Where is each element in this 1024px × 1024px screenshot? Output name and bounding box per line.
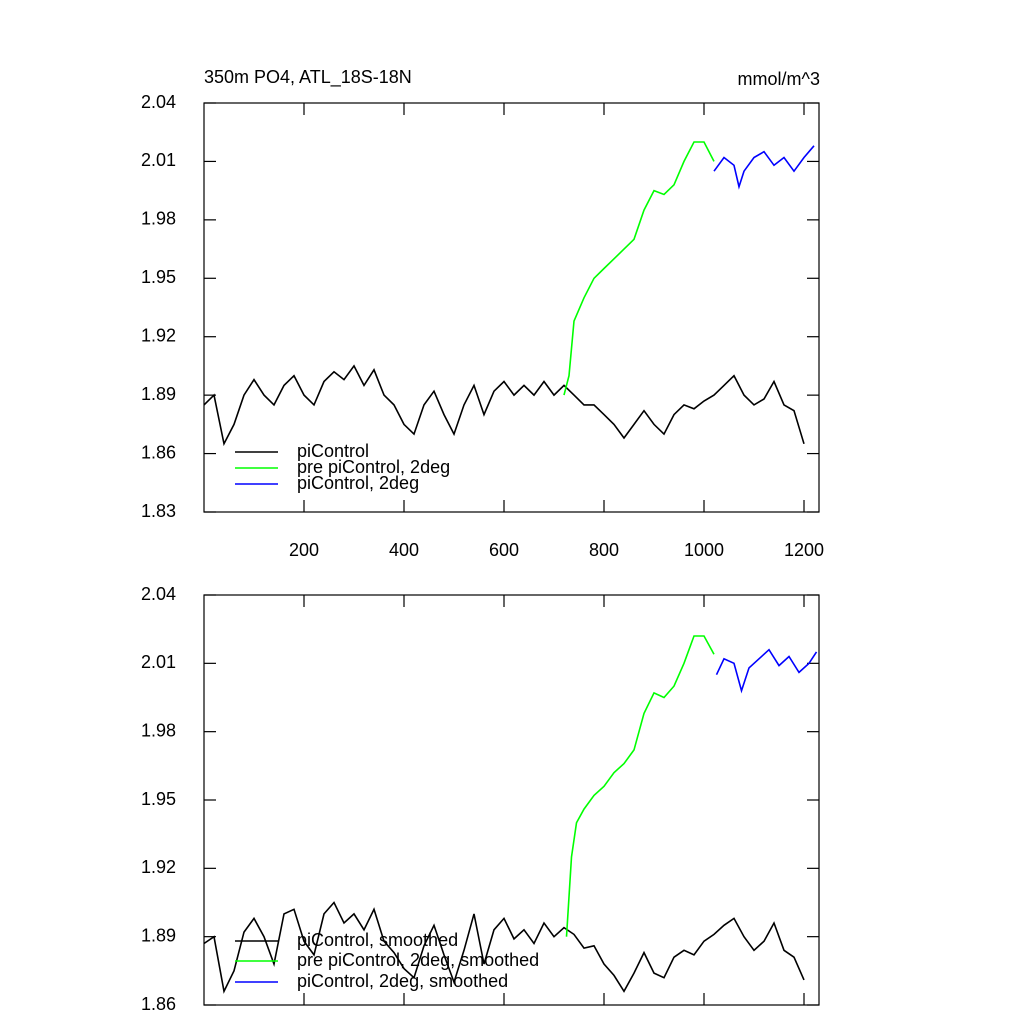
x-tick-label: 400 [389, 540, 419, 560]
legend-label: piControl, 2deg [297, 473, 419, 493]
data-line [203, 901, 805, 994]
legend-label: pre piControl, 2deg [297, 457, 450, 477]
y-tick-label: 1.86 [141, 442, 176, 462]
y-tick-label: 1.83 [141, 501, 176, 521]
y-tick-label: 2.04 [141, 92, 176, 112]
data-line [203, 364, 805, 447]
units: mmol/m^3 [738, 69, 820, 89]
x-tick-label: 1200 [784, 540, 824, 560]
y-tick-label: 1.98 [141, 720, 176, 740]
legend-label: piControl, smoothed [297, 930, 458, 950]
y-tick-label: 1.92 [141, 325, 176, 345]
y-tick-label: 1.86 [141, 994, 176, 1014]
y-tick-label: 1.89 [141, 925, 176, 945]
y-tick-label: 1.98 [141, 209, 176, 229]
data-line [565, 635, 715, 937]
data-line [563, 141, 715, 396]
y-tick-label: 1.89 [141, 384, 176, 404]
data-line [713, 145, 815, 190]
y-tick-label: 2.04 [141, 584, 176, 604]
chart-title: 350m PO4, ATL_18S-18N [204, 67, 412, 88]
legend-label: piControl [297, 441, 369, 461]
y-tick-label: 2.01 [141, 652, 176, 672]
y-tick-label: 1.95 [141, 789, 176, 809]
y-tick-label: 1.92 [141, 857, 176, 877]
x-tick-label: 200 [289, 540, 319, 560]
x-tick-label: 600 [489, 540, 519, 560]
legend-label: pre piControl, 2deg, smoothed [297, 950, 539, 970]
y-tick-label: 2.01 [141, 150, 176, 170]
x-tick-label: 800 [589, 540, 619, 560]
y-tick-label: 1.95 [141, 267, 176, 287]
legend-label: piControl, 2deg, smoothed [297, 971, 508, 991]
plot-frame [203, 102, 820, 513]
x-tick-label: 1000 [684, 540, 724, 560]
data-line [715, 648, 818, 694]
